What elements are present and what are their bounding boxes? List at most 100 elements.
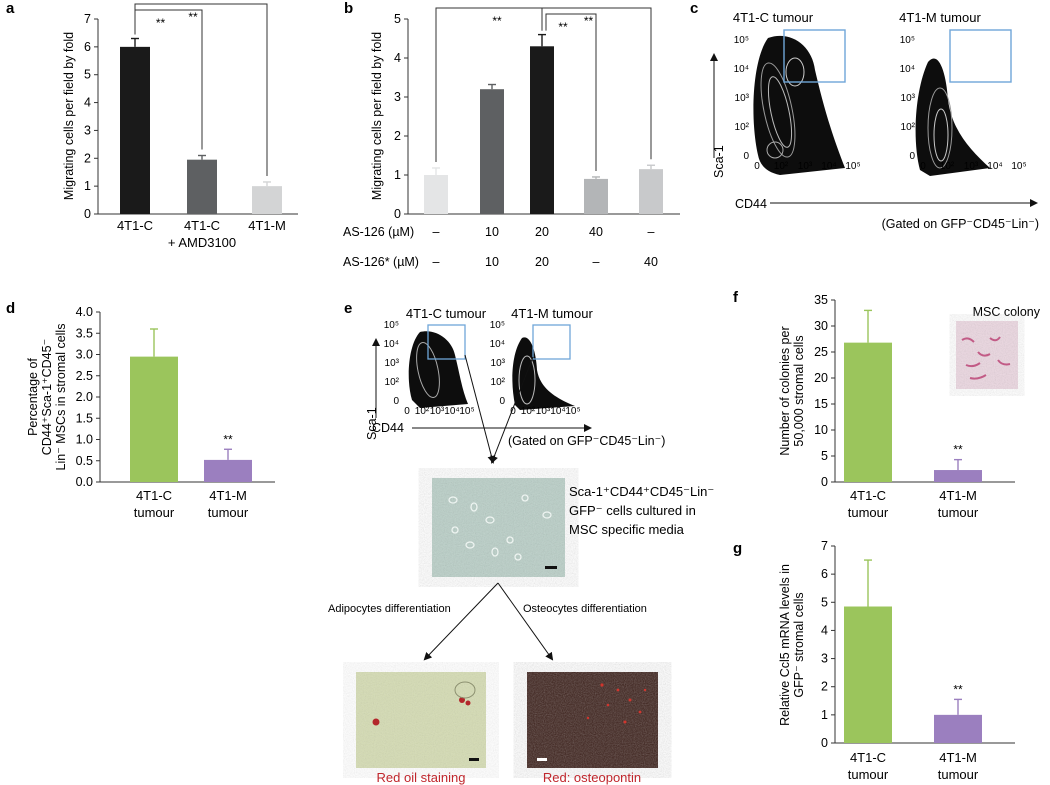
d-ytick-label: 1.5 bbox=[76, 411, 93, 425]
c-ticks-xtick: 10³ bbox=[798, 161, 813, 172]
d-ytick-label: 4.0 bbox=[76, 305, 93, 319]
f-ytick-label: 30 bbox=[814, 319, 828, 333]
f-category-label: tumour bbox=[848, 505, 889, 520]
b-row2-value: – bbox=[593, 255, 600, 269]
panel-letter-d: d bbox=[6, 300, 15, 317]
e-ticks-xtick: 10³ bbox=[430, 406, 445, 417]
c-xlabel: CD44 bbox=[735, 197, 767, 211]
f-ytick-label: 0 bbox=[821, 475, 828, 489]
c-ticks-ytick: 10³ bbox=[735, 93, 750, 104]
c-plot-left bbox=[753, 29, 846, 176]
b-row2-value: 10 bbox=[485, 255, 499, 269]
f-bar bbox=[844, 342, 892, 482]
panel-c-flow: 4T1-C tumour 4T1-M tumour Sca-1 CD44 (Ga… bbox=[710, 10, 1039, 231]
c-ylabel: Sca-1 bbox=[712, 145, 726, 178]
c-ticks-ytick: 10⁵ bbox=[734, 35, 749, 46]
d-category-label: 4T1-C bbox=[136, 488, 172, 503]
d-ytick-label: 0.5 bbox=[76, 454, 93, 468]
e-ticks-ytick: 10⁴ bbox=[384, 339, 399, 350]
b-significance-bracket bbox=[545, 13, 597, 171]
a-significance-label: ** bbox=[156, 16, 166, 30]
c-ticks-xtick: 10² bbox=[940, 161, 955, 172]
a-bar bbox=[187, 159, 217, 214]
f-ytick-label: 5 bbox=[821, 449, 828, 463]
c-ticks-xtick: 10⁴ bbox=[821, 161, 836, 172]
e-ticks-xtick: 10⁵ bbox=[565, 406, 580, 417]
f-ytick-label: 15 bbox=[814, 397, 828, 411]
d-y-axis-label-line: CD44⁺Sca-1⁺CD45⁻ bbox=[40, 339, 54, 455]
c-ticks-ytick: 10² bbox=[901, 122, 916, 133]
e-ticks-ytick: 0 bbox=[393, 396, 399, 407]
d-y-axis-label-line: Lin⁻ MSCs in stromal cells bbox=[54, 324, 68, 471]
b-row2-value: – bbox=[433, 255, 440, 269]
c-ticks-ytick: 0 bbox=[909, 151, 915, 162]
adipo-caption: Red oil staining bbox=[377, 770, 466, 785]
culture-caption-line1: Sca-1⁺CD44⁺CD45⁻Lin⁻ bbox=[569, 484, 714, 499]
osteo-caption: Red: osteopontin bbox=[543, 770, 641, 785]
d-ytick-label: 3.0 bbox=[76, 348, 93, 362]
b-ytick-label: 3 bbox=[394, 90, 401, 104]
c-gate-left bbox=[783, 29, 846, 83]
a-bar bbox=[120, 46, 150, 214]
e-ylabel: Sca-1 bbox=[365, 407, 379, 440]
f-bar bbox=[934, 470, 982, 482]
b-significance-label: ** bbox=[492, 14, 502, 28]
b-row1-value: 10 bbox=[485, 225, 499, 239]
c-title-left: 4T1-C tumour bbox=[733, 10, 814, 25]
f-ytick-label: 10 bbox=[814, 423, 828, 437]
c-density-left bbox=[753, 35, 845, 176]
f-ytick-label: 25 bbox=[814, 345, 828, 359]
b-significance-bracket bbox=[541, 7, 652, 160]
panel-letter-e: e bbox=[344, 300, 352, 317]
e-ticks-xtick: 0 bbox=[510, 406, 516, 417]
c-ticks-xtick: 10⁴ bbox=[987, 161, 1002, 172]
b-row2-label: AS-126* (µM) bbox=[343, 255, 419, 269]
g-y-axis-label-line: Relative Ccl5 mRNA levels in bbox=[778, 564, 792, 726]
chart-d: 0.0 0.5 1.0 1.5 2.0 2.5 3.0 3.5 4.0 Percentage of… bbox=[26, 305, 275, 520]
e-ticks-xtick: 10⁴ bbox=[444, 406, 459, 417]
b-ytick-label: 4 bbox=[394, 51, 401, 65]
a-ytick-label: 7 bbox=[84, 12, 91, 26]
a-bar bbox=[252, 186, 282, 214]
g-ytick-label: 1 bbox=[821, 708, 828, 722]
g-category-label: tumour bbox=[938, 767, 979, 782]
g-ytick-label: 4 bbox=[821, 623, 828, 637]
b-ytick-label: 0 bbox=[394, 207, 401, 221]
f-y-axis-label-line: Number of colonies per bbox=[778, 326, 792, 455]
f-ytick-label: 35 bbox=[814, 293, 828, 307]
b-bar bbox=[424, 175, 448, 214]
e-title-right: 4T1-M tumour bbox=[511, 306, 593, 321]
e-plot-left bbox=[408, 324, 468, 408]
c-density-right bbox=[915, 58, 990, 177]
c-ticks-xtick: 10³ bbox=[964, 161, 979, 172]
g-bar bbox=[844, 606, 892, 743]
b-row2-value: 20 bbox=[535, 255, 549, 269]
b-row1-value: 20 bbox=[535, 225, 549, 239]
d-ytick-label: 2.5 bbox=[76, 369, 93, 383]
d-ytick-label: 2.0 bbox=[76, 390, 93, 404]
c-ticks-xtick: 10⁵ bbox=[845, 161, 860, 172]
e-ticks-ytick: 10² bbox=[491, 377, 506, 388]
d-ytick-label: 3.5 bbox=[76, 326, 93, 340]
c-ticks-ytick: 10³ bbox=[901, 93, 916, 104]
osteopontin-micrograph bbox=[527, 672, 658, 768]
chart-b: 0 1 2 3 4 5 Migrating cells per field by fold *… bbox=[370, 7, 680, 221]
panel-b-condition-table: AS-126 (µM) AS-126* (µM) – 10 20 40 – – 10 20 –… bbox=[343, 225, 658, 269]
c-gate-right bbox=[949, 29, 1012, 83]
g-ytick-label: 6 bbox=[821, 567, 828, 581]
b-row1-value: – bbox=[648, 225, 655, 239]
b-significance-label: ** bbox=[584, 14, 594, 28]
c-ticks-ytick: 10² bbox=[735, 122, 750, 133]
a-category-label: 4T1-C bbox=[117, 218, 153, 233]
f-inset-label: MSC colony bbox=[973, 305, 1041, 319]
a-ytick-label: 5 bbox=[84, 68, 91, 82]
e-ticks-ytick: 10³ bbox=[491, 358, 506, 369]
f-ytick-label: 20 bbox=[814, 371, 828, 385]
e-ticks-xtick: 10³ bbox=[536, 406, 551, 417]
d-y-axis-label-line: Percentage of bbox=[26, 358, 40, 436]
e-ticks-ytick: 10³ bbox=[385, 358, 400, 369]
panel-letter-c: c bbox=[690, 0, 698, 17]
adipo-label: Adipocytes differentiation bbox=[328, 603, 451, 615]
e-ticks-xtick: 10⁴ bbox=[550, 406, 565, 417]
